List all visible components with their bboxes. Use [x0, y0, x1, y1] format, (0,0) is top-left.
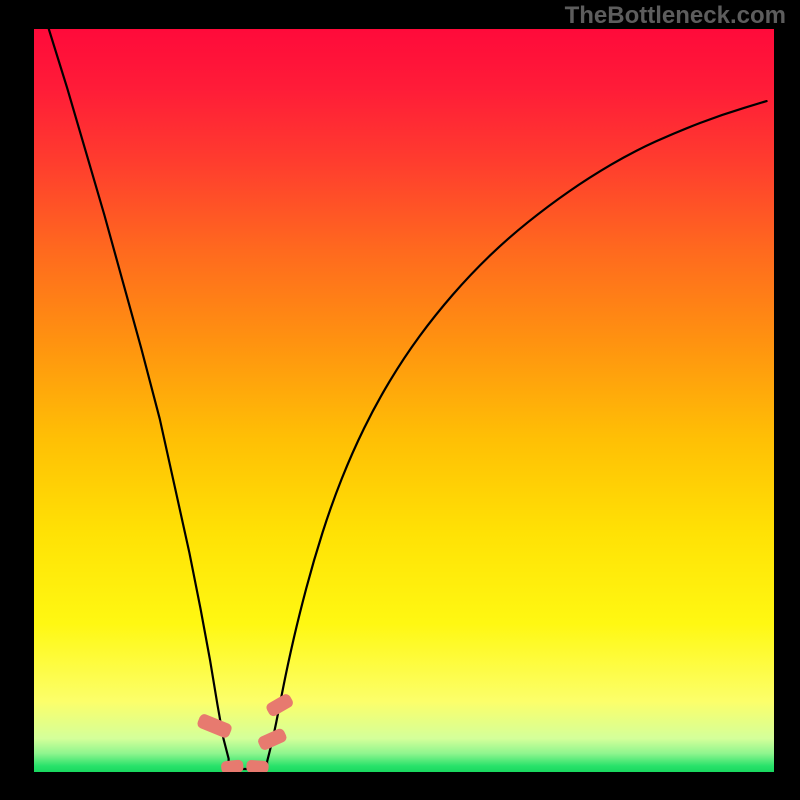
plot-area	[34, 29, 774, 772]
watermark-text: TheBottleneck.com	[565, 2, 786, 30]
gradient-background	[34, 29, 774, 772]
curve-marker	[246, 760, 269, 772]
